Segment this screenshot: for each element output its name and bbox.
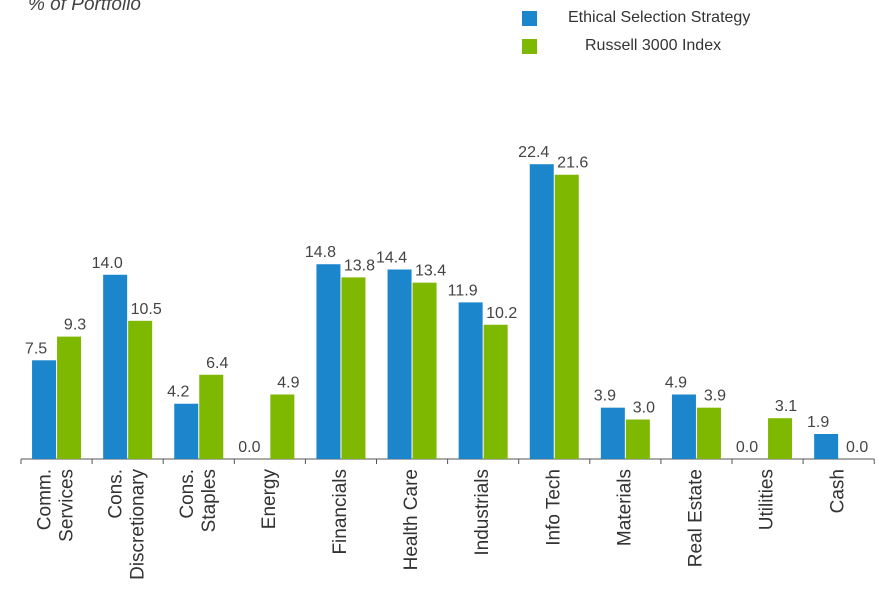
legend-swatch-strategy bbox=[522, 11, 537, 26]
data-label-strategy: 11.9 bbox=[448, 282, 478, 299]
category-label: Discretionary bbox=[128, 469, 149, 580]
bar-strategy bbox=[103, 274, 128, 459]
category-label: Real Estate bbox=[685, 469, 706, 567]
bar-strategy bbox=[458, 302, 483, 459]
data-label-index: 13.8 bbox=[344, 257, 375, 274]
bar-index bbox=[625, 419, 650, 459]
category-label: Energy bbox=[259, 469, 280, 530]
category-label: Cons. bbox=[106, 469, 127, 519]
bar-index bbox=[483, 324, 508, 459]
data-label-strategy: 1.9 bbox=[807, 414, 829, 431]
bar-index bbox=[270, 394, 295, 459]
data-label-strategy: 14.0 bbox=[92, 255, 123, 272]
bar-index bbox=[341, 277, 366, 459]
bar-index bbox=[199, 374, 224, 459]
bar-strategy bbox=[600, 407, 625, 459]
bar-index bbox=[696, 407, 721, 459]
data-label-strategy: 4.9 bbox=[665, 375, 687, 392]
legend-item-strategy: Ethical Selection Strategy bbox=[522, 8, 862, 36]
category-label: Health Care bbox=[401, 469, 422, 570]
bar-strategy bbox=[316, 264, 341, 459]
category-label: Staples bbox=[199, 469, 220, 532]
bar-strategy bbox=[529, 164, 554, 459]
data-label-strategy: 3.9 bbox=[594, 388, 616, 405]
legend-label-strategy: Ethical Selection Strategy bbox=[568, 9, 751, 26]
data-label-strategy: 14.4 bbox=[376, 249, 407, 266]
legend-label-index: Russell 3000 Index bbox=[585, 37, 722, 54]
data-label-index: 3.0 bbox=[633, 400, 655, 417]
legend-item-index: Russell 3000 Index bbox=[522, 36, 862, 64]
category-label: Services bbox=[57, 469, 78, 542]
data-label-index: 10.5 bbox=[131, 301, 162, 318]
bar-index bbox=[768, 418, 793, 459]
data-label-index: 9.3 bbox=[64, 317, 86, 334]
data-label-index: 3.1 bbox=[775, 398, 797, 415]
bar-strategy bbox=[32, 360, 57, 459]
data-label-strategy: 7.5 bbox=[25, 340, 47, 357]
data-label-index: 0.0 bbox=[846, 439, 868, 456]
data-label-index: 4.9 bbox=[277, 375, 299, 392]
category-label: Comm. bbox=[35, 469, 56, 530]
legend-swatch-index bbox=[522, 39, 537, 54]
bar-index bbox=[554, 174, 579, 459]
category-label: Cons. bbox=[177, 469, 198, 519]
bar-index bbox=[57, 336, 82, 459]
category-label: Utilities bbox=[757, 469, 778, 530]
data-label-index: 13.4 bbox=[415, 263, 446, 280]
data-label-index: 21.6 bbox=[557, 155, 588, 172]
data-label-strategy: 4.2 bbox=[167, 384, 189, 401]
data-label-strategy: 22.4 bbox=[518, 144, 549, 161]
category-label: Cash bbox=[828, 469, 849, 513]
data-label-strategy: 0.0 bbox=[736, 439, 758, 456]
data-label-strategy: 0.0 bbox=[238, 439, 260, 456]
bar-index bbox=[128, 320, 153, 459]
bar-strategy bbox=[814, 433, 839, 459]
data-label-index: 10.2 bbox=[486, 305, 517, 322]
category-label: Materials bbox=[614, 469, 635, 546]
data-label-index: 3.9 bbox=[704, 388, 726, 405]
bar-strategy bbox=[387, 269, 412, 459]
bar-strategy bbox=[174, 403, 199, 459]
bar-index bbox=[412, 282, 437, 459]
bar-strategy bbox=[671, 394, 696, 459]
data-label-index: 6.4 bbox=[206, 355, 228, 372]
category-label: Info Tech bbox=[543, 469, 564, 546]
category-label: Industrials bbox=[472, 469, 493, 556]
legend: Ethical Selection Strategy Russell 3000 … bbox=[522, 8, 862, 64]
data-label-strategy: 14.8 bbox=[305, 244, 336, 261]
category-label: Financials bbox=[330, 469, 351, 555]
chart-title: % of Portfolio bbox=[28, 0, 141, 15]
